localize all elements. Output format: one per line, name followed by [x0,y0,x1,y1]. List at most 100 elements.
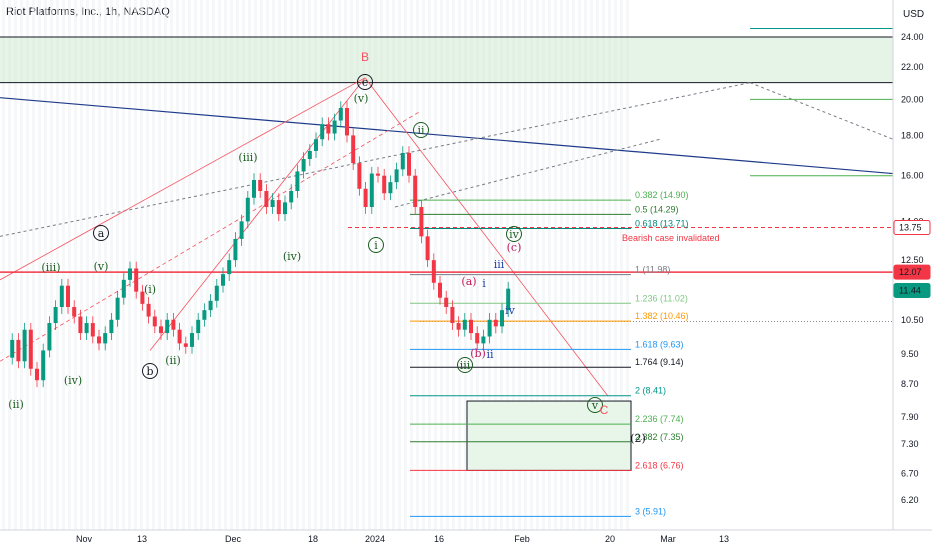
session-band [410,0,413,530]
annotation-label: C [600,403,609,417]
x-tick-label: 16 [434,534,444,544]
candle-body [276,200,281,215]
session-band [326,0,329,530]
session-band [92,0,95,530]
session-band [116,0,119,530]
session-band [590,0,593,530]
session-band [104,0,107,530]
fib-label: 1.236 (11.02) [635,293,688,303]
candle-body [425,236,430,261]
session-band [368,0,371,530]
session-band [356,0,359,530]
candle-body [382,175,387,194]
session-band [380,0,383,530]
wave-label: (iv) [64,374,82,387]
candle-body [413,175,418,208]
session-band [398,0,401,530]
wave-label: (ii) [8,398,24,411]
session-band [38,0,41,530]
candle-body [400,152,405,170]
session-band [320,0,323,530]
session-band [422,0,425,530]
session-band [188,0,191,530]
session-band [182,0,185,530]
fib-label: 2.236 (7.74) [635,414,684,424]
candle-body [295,171,300,192]
session-band [338,0,341,530]
session-band [314,0,317,530]
session-band [230,0,233,530]
session-band [548,0,551,530]
fib-label: 1.764 (9.14) [635,357,684,367]
candle-body [196,319,201,334]
wave-label: (b) [470,347,486,360]
wave-labels: abc(ii)(iii)(iv)(v)(i)(ii)(iii)(iv)(v)ii… [8,50,719,445]
y-tick-label: 6.70 [901,468,919,478]
candle-body [22,329,27,362]
candle-body [115,297,120,320]
session-band [572,0,575,530]
session-band [608,0,611,530]
candle-body [431,260,436,283]
candle-body [165,319,170,334]
candles [10,101,511,388]
wave-line-c [149,77,366,351]
candle-body [103,333,108,344]
session-band [266,0,269,530]
session-band [578,0,581,530]
candle-body [134,268,139,292]
fib-label: 2.618 (6.76) [635,460,684,470]
annotation-label: Bearish case invalidated [622,233,720,243]
session-band [542,0,545,530]
candle-body [487,319,492,337]
y-tick-label: 6.20 [901,495,919,505]
wave-line-down [364,77,609,397]
candle-body [53,306,58,324]
candle-body [146,303,151,317]
wave-label: b [146,365,153,378]
wave-channel-lower [0,111,421,362]
zones [0,36,893,471]
candle-body [239,221,244,239]
price-badge-label: 13.75 [899,223,922,233]
session-band [488,0,491,530]
candle-body [456,323,461,330]
session-band [20,0,23,530]
session-band [248,0,251,530]
session-band [134,0,137,530]
candle-body [59,285,64,307]
wave-label: (c) [507,241,522,254]
candle-body [332,120,337,134]
y-tick-label: 20.00 [901,94,924,104]
price-badge [893,264,931,280]
session-band [290,0,293,530]
wave-label: iii [460,359,471,372]
wave-label: (i) [144,283,156,296]
session-band [218,0,221,530]
session-band [152,0,155,530]
candle-body [307,150,312,160]
candle-body [128,268,132,280]
session-band [32,0,35,530]
y-tick-label: 10.50 [901,315,924,325]
x-tick-label: Dec [225,534,242,544]
session-band [278,0,281,530]
wave-label: (a) [461,275,476,288]
y-tick-label: 18.00 [901,130,924,140]
wave-circle [457,357,473,373]
session-band [140,0,143,530]
session-band [602,0,605,530]
session-band [518,0,521,530]
session-band [476,0,479,530]
candle-body [214,285,219,301]
session-band [128,0,131,530]
fib-label: 1.618 (9.63) [635,339,684,349]
session-band [482,0,485,530]
wave-circle [587,397,603,413]
session-band [554,0,557,530]
x-tick-label: 2024 [365,534,385,544]
wave-label: ii [486,348,494,361]
candle-body [301,159,306,172]
wave-label: v [591,399,599,412]
